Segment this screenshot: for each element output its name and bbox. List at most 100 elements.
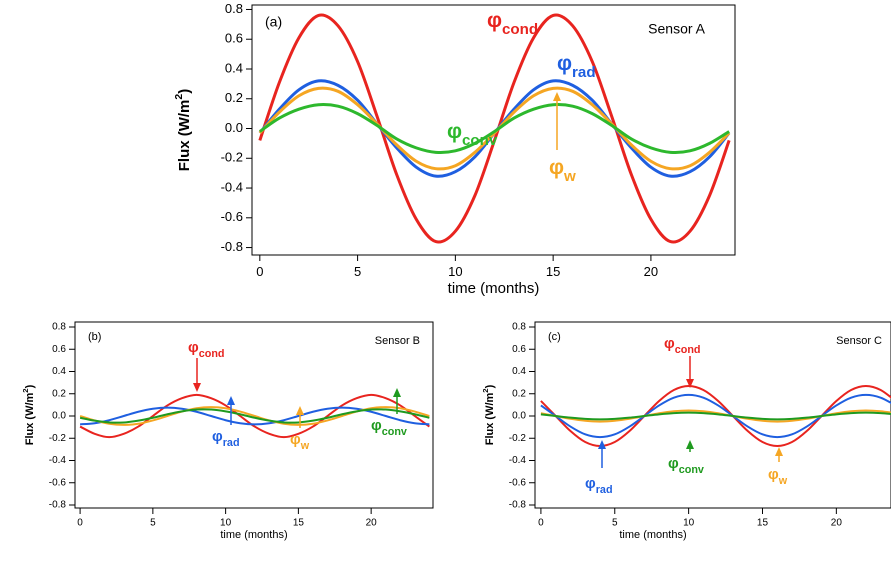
y-axis-label-sup: 2 xyxy=(173,94,185,100)
y-tick-label: 0.2 xyxy=(512,388,526,399)
y-tick-label: -0.4 xyxy=(509,455,527,466)
series-label-subscript: w xyxy=(778,475,788,487)
series-line xyxy=(258,86,731,171)
x-tick-label: 5 xyxy=(354,264,361,279)
y-tick-label: 0.6 xyxy=(512,344,526,355)
x-tick-label: 20 xyxy=(366,518,378,529)
series-label-symbol: φ xyxy=(371,417,382,434)
annotation-arrowhead xyxy=(686,379,694,388)
series-line xyxy=(79,406,430,426)
x-tick-label: 20 xyxy=(831,518,843,529)
y-axis-label-end: ) xyxy=(176,89,193,94)
y-tick-label: 0.4 xyxy=(52,366,66,377)
y-tick-label: -0.6 xyxy=(509,477,527,488)
series-label-symbol: φ xyxy=(549,156,564,179)
series-line xyxy=(80,406,430,426)
y-axis-label-end: ) xyxy=(24,384,36,388)
series-label-symbol: φ xyxy=(585,475,596,492)
annotation-arrowhead xyxy=(598,440,606,449)
y-tick-label: 0.8 xyxy=(225,1,243,16)
x-axis-label: time (months) xyxy=(220,529,287,541)
x-tick-label: 10 xyxy=(220,518,232,529)
annotation-arrowhead xyxy=(393,388,401,397)
series-label-subscript: rad xyxy=(223,437,240,449)
series-line xyxy=(79,393,430,439)
series-label: φcond xyxy=(188,339,225,360)
chart: -0.8 -0.6 -0.4 -0.2 0.0 0.2 0.4 0.6 0.8 0 5 10 15 20 t… xyxy=(21,321,434,541)
series-label-symbol: φ xyxy=(212,428,223,445)
series-label-subscript: rad xyxy=(572,64,596,81)
series-label-subscript: cond xyxy=(675,344,701,356)
x-tick-label: 15 xyxy=(293,518,305,529)
y-tick-label: 0.0 xyxy=(52,411,66,422)
x-tick-label: 5 xyxy=(612,518,618,529)
y-tick-label: -0.6 xyxy=(221,209,243,224)
x-axis-label: time (months) xyxy=(448,280,540,297)
annotation-arrowhead xyxy=(553,92,561,101)
plot-frame xyxy=(251,4,736,256)
y-tick-label: 0.0 xyxy=(225,120,243,135)
chart: -0.8 -0.6 -0.4 -0.2 0.0 0.2 0.4 0.6 0.8 0 5 10 15 20 t… xyxy=(173,1,736,297)
series-label-subscript: cond xyxy=(502,21,538,38)
series-label-symbol: φ xyxy=(664,335,675,352)
sensor-label: Sensor B xyxy=(375,335,420,347)
series-label-symbol: φ xyxy=(768,466,779,483)
y-tick-label: 0.4 xyxy=(225,60,243,75)
y-tick-label: -0.4 xyxy=(49,455,67,466)
y-tick-label: 0.4 xyxy=(512,366,526,377)
sensor-label: Sensor C xyxy=(836,335,882,347)
y-tick-label: -0.4 xyxy=(221,179,243,194)
x-tick-label: 10 xyxy=(683,518,695,529)
series-label: φw xyxy=(768,466,788,487)
series-group xyxy=(79,393,430,439)
x-tick-label: 5 xyxy=(150,518,156,529)
x-tick-label: 0 xyxy=(256,264,263,279)
series-label-subscript: w xyxy=(300,440,310,452)
x-tick-label: 0 xyxy=(77,518,83,529)
series-line xyxy=(258,13,731,244)
series-label: φw xyxy=(549,156,576,185)
x-tick-label: 15 xyxy=(757,518,769,529)
series-label: φconv xyxy=(447,120,498,149)
y-axis-label-sup: 2 xyxy=(21,388,30,392)
y-axis-label: Flux (W/m2) xyxy=(173,89,193,172)
series-label-symbol: φ xyxy=(290,431,301,448)
y-tick-label: 0.2 xyxy=(52,388,66,399)
series-label-subscript: conv xyxy=(382,426,407,438)
y-tick-label: -0.8 xyxy=(49,500,67,511)
annotation-arrowhead xyxy=(296,406,304,415)
series-label-subscript: rad xyxy=(596,484,613,496)
y-axis-label-end: ) xyxy=(484,384,496,388)
sensor-label: Sensor A xyxy=(648,21,705,37)
plot-frame xyxy=(534,321,891,509)
chart: -0.8 -0.6 -0.4 -0.2 0.0 0.2 0.4 0.6 0.8 0 5 10 15 20 t… xyxy=(481,321,891,541)
series-label-symbol: φ xyxy=(188,339,199,356)
y-axis-label: Flux (W/m2) xyxy=(481,384,496,445)
series-line xyxy=(540,409,891,423)
series-group xyxy=(540,384,891,448)
annotation-arrowhead xyxy=(775,447,783,456)
series-label-symbol: φ xyxy=(487,9,502,32)
series-label: φrad xyxy=(212,428,240,449)
series-line xyxy=(258,79,731,178)
annotation-arrowhead xyxy=(193,383,201,392)
annotation-arrowhead xyxy=(227,396,235,405)
y-axis-label-main: Flux (W/m xyxy=(484,392,496,445)
y-axis-label-main: Flux (W/m xyxy=(24,392,36,445)
y-tick-label: -0.8 xyxy=(509,500,527,511)
series-label-subscript: conv xyxy=(679,464,704,476)
series-label: φrad xyxy=(585,475,613,496)
series-label-symbol: φ xyxy=(668,455,679,472)
x-tick-label: 15 xyxy=(546,264,560,279)
series-label: φcond xyxy=(664,335,701,356)
series-group xyxy=(258,13,731,244)
series-label: φrad xyxy=(557,52,596,81)
series-label-symbol: φ xyxy=(557,52,572,75)
series-line xyxy=(540,393,891,439)
series-label-subscript: w xyxy=(563,168,576,185)
y-tick-label: 0.0 xyxy=(512,411,526,422)
y-tick-label: -0.2 xyxy=(49,433,67,444)
y-axis-label-sup: 2 xyxy=(481,388,490,392)
y-axis-label-main: Flux (W/m xyxy=(176,100,193,172)
y-tick-label: 0.8 xyxy=(52,322,66,333)
